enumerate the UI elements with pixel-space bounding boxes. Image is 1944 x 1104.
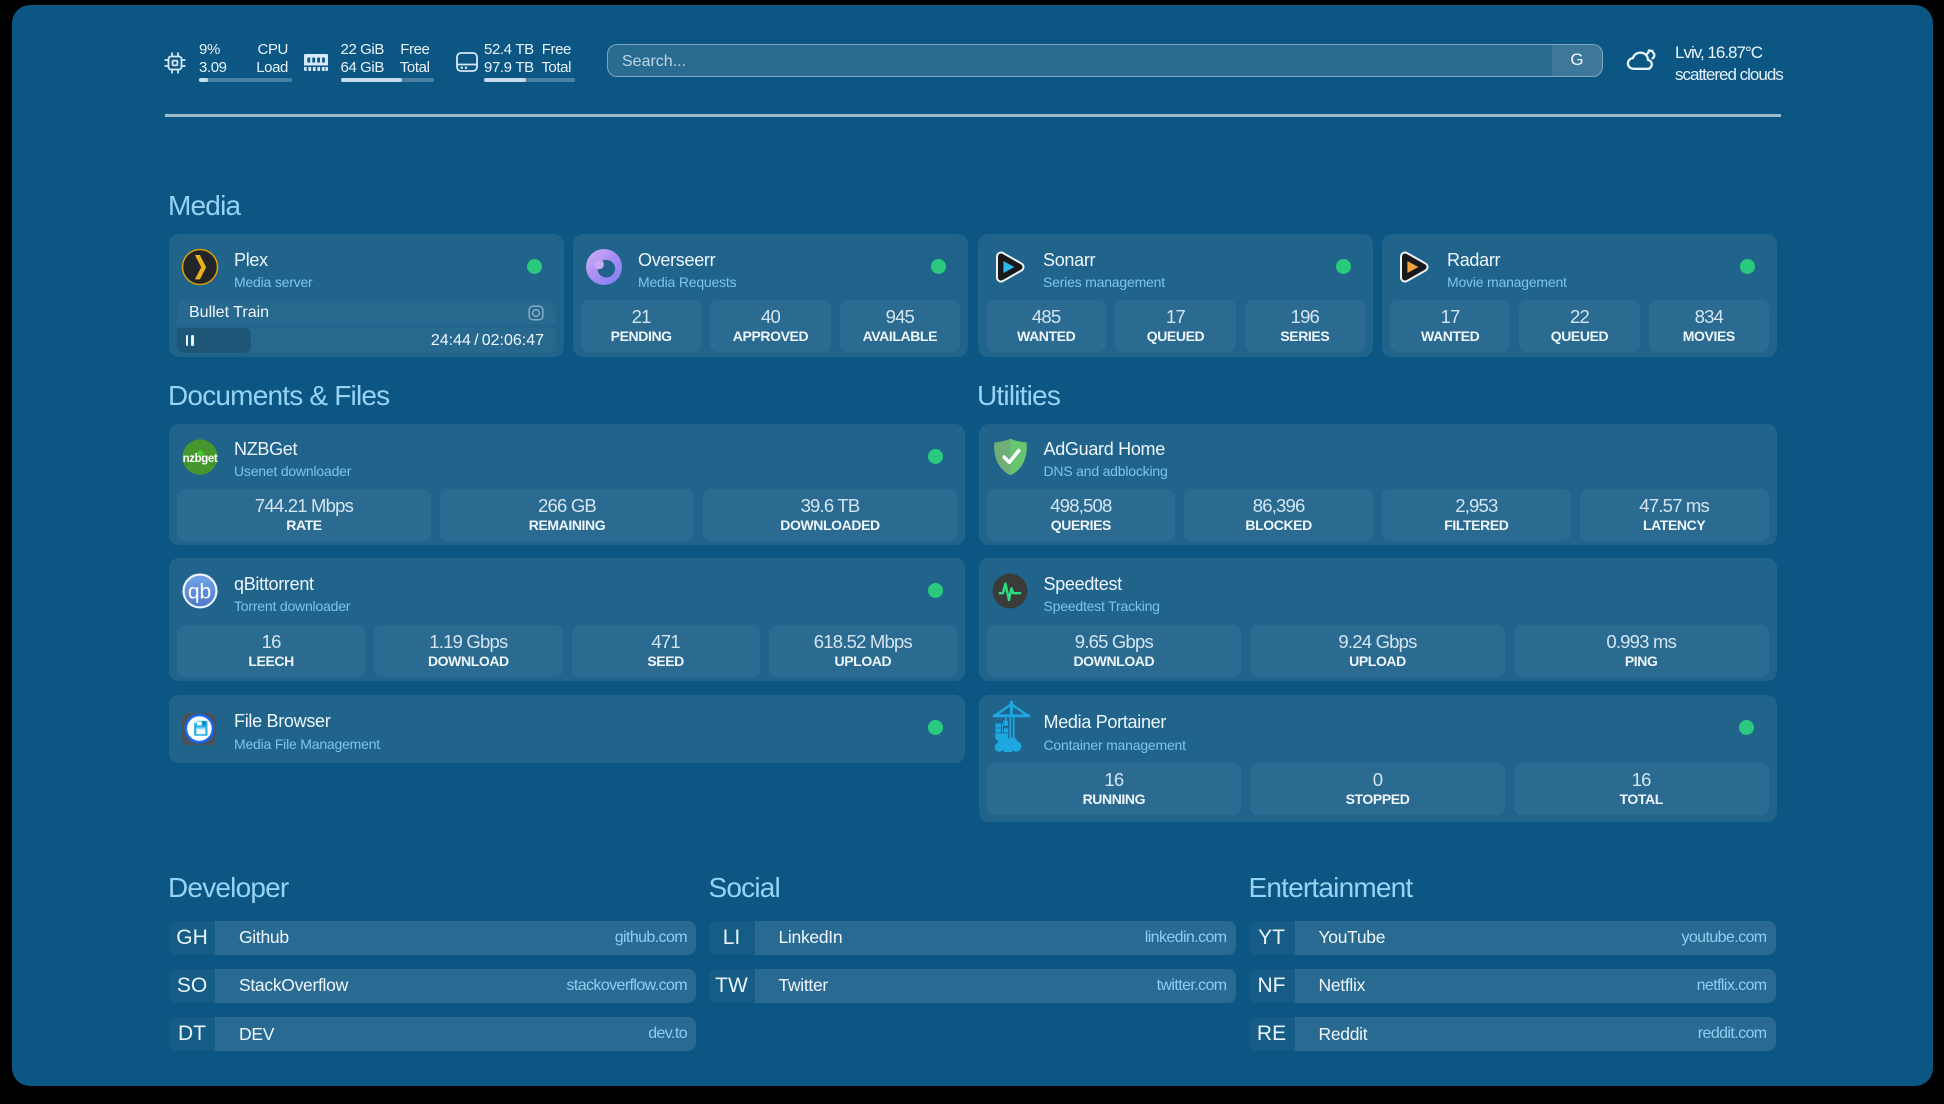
svg-text:qb: qb bbox=[188, 581, 211, 604]
svg-text:nzbget: nzbget bbox=[183, 453, 218, 465]
